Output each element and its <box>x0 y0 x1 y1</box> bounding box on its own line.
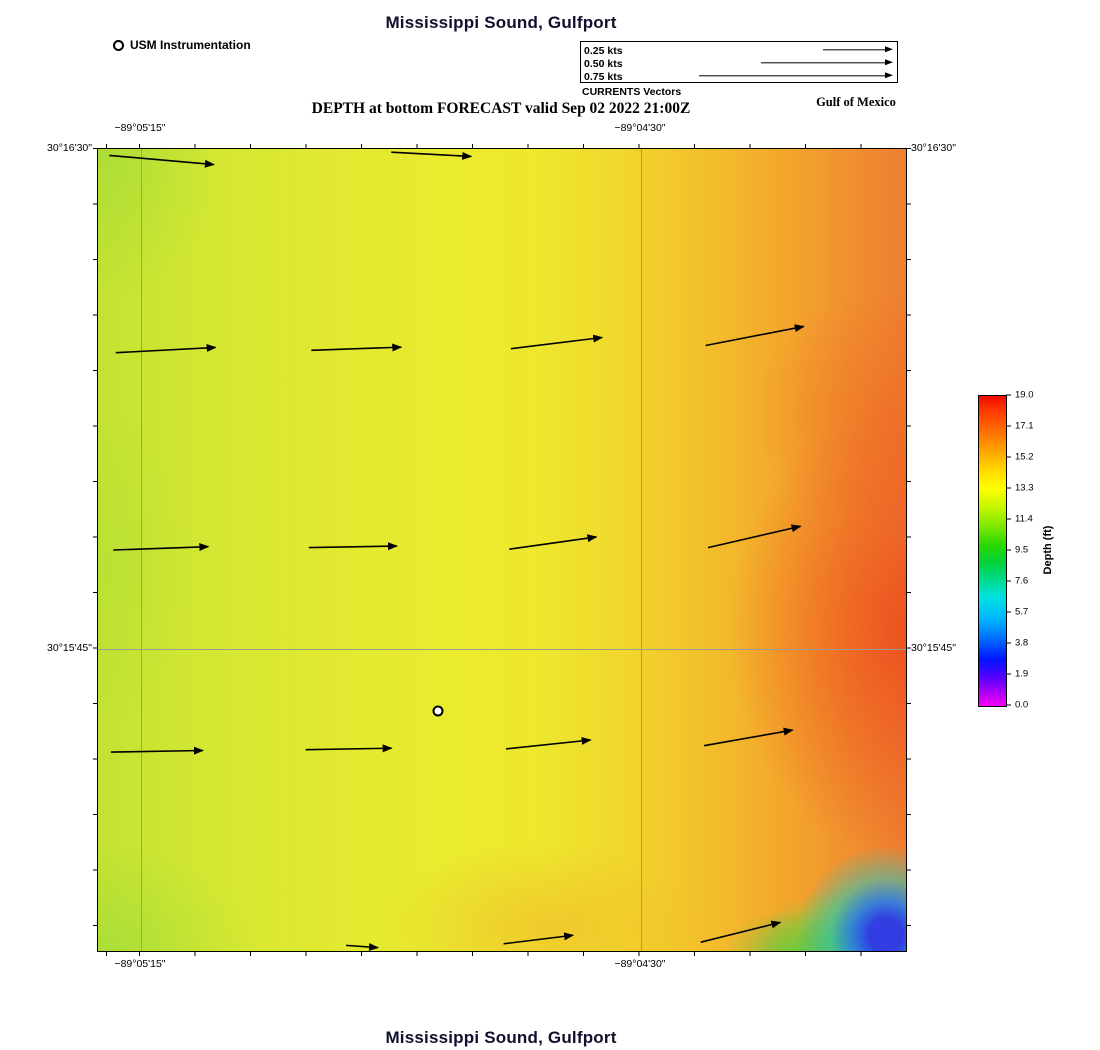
colorbar-tick-label: 19.0 <box>1015 389 1034 401</box>
depth-colorbar <box>978 395 1007 707</box>
current-vector-arrow <box>505 736 592 750</box>
legend-speed-label: 0.75 kts <box>584 71 623 83</box>
legend-speed-label: 0.25 kts <box>584 45 623 57</box>
colorbar-tick-label: 11.4 <box>1015 513 1033 525</box>
colorbar-tick-label: 13.3 <box>1015 482 1034 494</box>
colorbar-tick-label: 1.9 <box>1015 668 1029 680</box>
current-vector-arrow <box>700 920 782 943</box>
current-vectors-layer <box>109 151 805 951</box>
instrument-marker-icon <box>113 39 124 51</box>
current-vector-arrow <box>109 154 215 168</box>
lon-tick-label-bottom-left: −89°05'15" <box>114 958 166 970</box>
axis-ticks-top <box>97 144 907 148</box>
axis-ticks-bottom <box>97 952 907 956</box>
colorbar-tick-label: 7.6 <box>1015 575 1029 587</box>
colorbar-tick-label: 17.1 <box>1015 420 1034 432</box>
bottom-title: Mississippi Sound, Gulfport <box>385 1028 617 1047</box>
legend-speed-row: 0.75 kts <box>584 69 897 83</box>
lat-tick-label-left-lower: 30°15'45" <box>47 642 92 654</box>
current-vector-arrow <box>305 744 393 753</box>
currents-legend-box: 0.25 kts 0.50 kts 0.75 kts <box>580 41 898 83</box>
legend-speed-row: 0.25 kts <box>584 43 897 57</box>
gulf-of-mexico-label: Gulf of Mexico <box>816 95 896 109</box>
lat-tick-label-left-upper: 30°16'30" <box>47 142 92 154</box>
current-vector-arrow <box>311 343 403 352</box>
colorbar-tick-label: 5.7 <box>1015 606 1029 618</box>
lon-tick-label-top-left: −89°05'15" <box>114 122 166 134</box>
usm-instrumentation-label: USM Instrumentation <box>130 38 251 52</box>
gridline <box>140 149 142 951</box>
instrument-site-marker <box>432 705 444 717</box>
current-vector-arrow <box>391 151 473 160</box>
colorbar-title: Depth (ft) <box>1042 525 1054 575</box>
gridline <box>98 648 906 650</box>
lat-tick-label-right-upper: 30°16'30" <box>911 142 956 154</box>
colorbar-ticks: 19.0 17.1 15.2 13.3 11.4 9.5 7.6 5.7 3.8 1.9 0.0 <box>1006 390 1066 711</box>
colorbar-tick-label: 0.0 <box>1015 699 1029 711</box>
current-vector-arrow <box>110 746 204 755</box>
legend-speed-row: 0.50 kts <box>584 56 897 70</box>
current-vector-arrow <box>510 334 604 350</box>
forecast-title: DEPTH at bottom FORECAST valid Sep 02 20… <box>311 100 691 117</box>
lon-tick-label-bottom-right: −89°04'30" <box>614 958 666 970</box>
current-vector-arrow <box>503 932 575 945</box>
usm-instrumentation-legend: USM Instrumentation <box>113 38 251 52</box>
colorbar-tick-label: 15.2 <box>1015 451 1034 463</box>
map-plot-area <box>93 144 911 956</box>
top-title: Mississippi Sound, Gulfport <box>385 13 617 32</box>
legend-speed-label: 0.50 kts <box>584 58 623 70</box>
lat-tick-label-right-lower: 30°15'45" <box>911 642 956 654</box>
current-vector-arrow <box>705 324 805 347</box>
axis-ticks-left <box>93 148 97 952</box>
current-vector-arrow <box>509 534 598 550</box>
depth-heatmap <box>98 149 906 951</box>
current-vector-arrow <box>115 343 217 354</box>
currents-legend-title: CURRENTS Vectors <box>582 86 682 98</box>
lon-tick-label-top-right: −89°04'30" <box>614 122 666 134</box>
gridline <box>640 149 642 951</box>
current-vector-arrow <box>308 542 398 551</box>
axis-ticks-right <box>907 148 911 952</box>
colorbar-tick-label: 9.5 <box>1015 544 1029 556</box>
current-vector-arrow <box>703 727 794 747</box>
gridlines-layer <box>98 149 906 951</box>
current-vector-arrow <box>346 943 379 951</box>
current-vector-arrow <box>113 543 210 551</box>
current-vector-arrow <box>707 524 802 549</box>
colorbar-tick-label: 3.8 <box>1015 637 1029 649</box>
